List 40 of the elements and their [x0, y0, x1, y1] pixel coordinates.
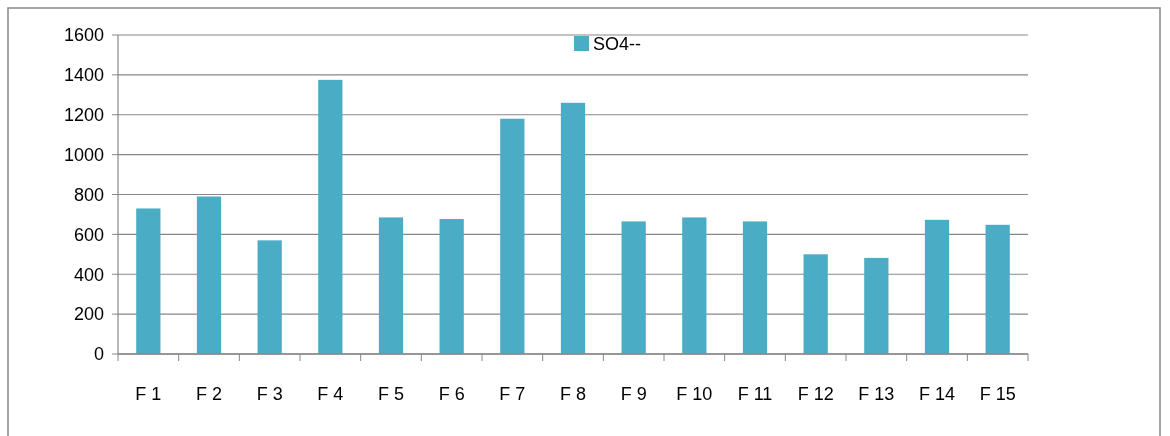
y-tick-label: 400	[73, 264, 104, 285]
bar	[196, 196, 222, 354]
bar	[864, 257, 889, 354]
bar	[621, 221, 646, 354]
y-tick-label: 800	[73, 184, 104, 205]
bar	[682, 217, 707, 354]
x-tick-label: F 8	[559, 384, 587, 404]
y-tick-label: 0	[93, 344, 104, 365]
x-tick-label: F 3	[256, 384, 283, 404]
bar	[378, 217, 404, 354]
x-tick-label: F 6	[438, 384, 465, 404]
y-tick-label: 200	[73, 304, 104, 325]
x-tick-label: F 13	[858, 384, 895, 404]
bar	[257, 240, 282, 354]
bar	[803, 254, 828, 354]
bar	[439, 219, 464, 354]
x-tick-label: F 4	[317, 384, 344, 404]
x-tick-label: F 5	[377, 384, 405, 404]
x-tick-label: F 12	[797, 384, 834, 404]
y-tick-label: 1000	[63, 144, 104, 165]
x-tick-label: F 14	[918, 384, 956, 404]
bar	[924, 219, 950, 354]
y-tick-label: 600	[73, 224, 104, 245]
bar	[985, 224, 1010, 354]
x-tick-label: F 15	[979, 384, 1016, 404]
y-tick-label: 1200	[63, 105, 104, 126]
x-tick-label: F 7	[499, 384, 526, 404]
y-tick-label: 1400	[63, 65, 104, 86]
x-tick-label: F 11	[737, 384, 773, 404]
x-tick-label: F 1	[135, 384, 162, 404]
legend-label: SO4--	[593, 34, 642, 55]
y-tick-label: 1600	[63, 25, 104, 46]
bar	[500, 118, 525, 354]
bar	[136, 208, 161, 354]
bar	[560, 102, 586, 354]
x-tick-label: F 10	[676, 384, 713, 404]
bar	[318, 79, 343, 354]
x-tick-label: F 2	[195, 384, 223, 404]
bar	[742, 221, 768, 354]
x-tick-label: F 9	[620, 384, 647, 404]
